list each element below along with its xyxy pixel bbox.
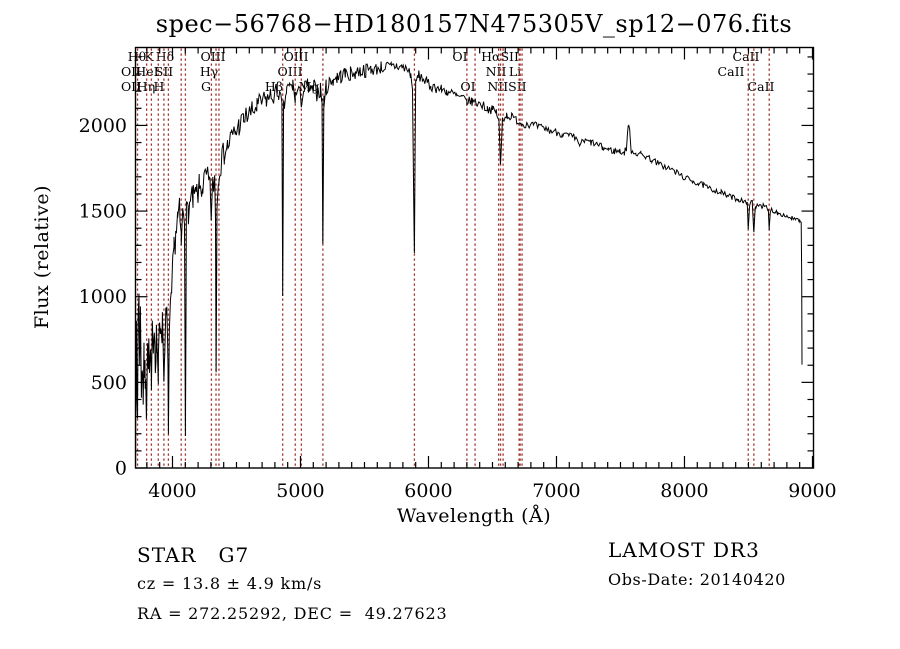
ra-dec-label: RA = 272.25292, DEC = 49.27623 bbox=[137, 604, 448, 623]
survey-label: LAMOST DR3 bbox=[608, 538, 760, 562]
line-label: CaII bbox=[717, 64, 745, 79]
x-tick-label: 7000 bbox=[532, 480, 580, 502]
line-label: OI bbox=[452, 49, 468, 64]
x-tick-label: 5000 bbox=[276, 480, 324, 502]
x-axis-title: Wavelength (Å) bbox=[396, 505, 552, 527]
line-label: CaII bbox=[732, 49, 760, 64]
line-label: HeI bbox=[135, 64, 159, 79]
plot-frame bbox=[134, 46, 815, 469]
spectrum-curve bbox=[135, 60, 803, 468]
obs-date-label: Obs-Date: 20140420 bbox=[608, 570, 786, 589]
line-label: OI bbox=[460, 79, 476, 94]
line-label: Hδ bbox=[155, 49, 175, 64]
radial-velocity-label: cz = 13.8 ± 4.9 km/s bbox=[137, 574, 323, 593]
line-label: HαSII bbox=[481, 49, 519, 64]
line-label: NII bbox=[485, 64, 507, 79]
x-tick-label: 6000 bbox=[404, 480, 452, 502]
y-tick-label: 1500 bbox=[79, 201, 127, 223]
line-label: G bbox=[201, 79, 211, 94]
line-label: Li bbox=[508, 64, 522, 79]
line-label: Hγ bbox=[199, 64, 219, 79]
line-label: H bbox=[153, 79, 165, 94]
y-tick-label: 500 bbox=[91, 372, 127, 394]
y-tick-label: 2000 bbox=[79, 115, 127, 137]
x-tick-label: 9000 bbox=[788, 480, 836, 502]
x-tick-label: 8000 bbox=[660, 480, 708, 502]
y-tick-label: 1000 bbox=[79, 286, 127, 308]
line-label: NIISII bbox=[487, 79, 527, 94]
line-label: K bbox=[144, 49, 154, 64]
plot-title: spec−56768−HD180157N475305V_sp12−076.fit… bbox=[155, 10, 793, 38]
x-tick-label: 4000 bbox=[148, 480, 196, 502]
line-label: OIII bbox=[277, 64, 303, 79]
y-tick-label: 0 bbox=[115, 458, 127, 480]
object-class-label: STAR G7 bbox=[137, 543, 250, 567]
line-label: Hβ bbox=[264, 79, 284, 94]
line-label: OIII bbox=[283, 49, 309, 64]
y-axis-title: Flux (relative) bbox=[31, 185, 53, 329]
line-label: Hη bbox=[136, 79, 156, 94]
